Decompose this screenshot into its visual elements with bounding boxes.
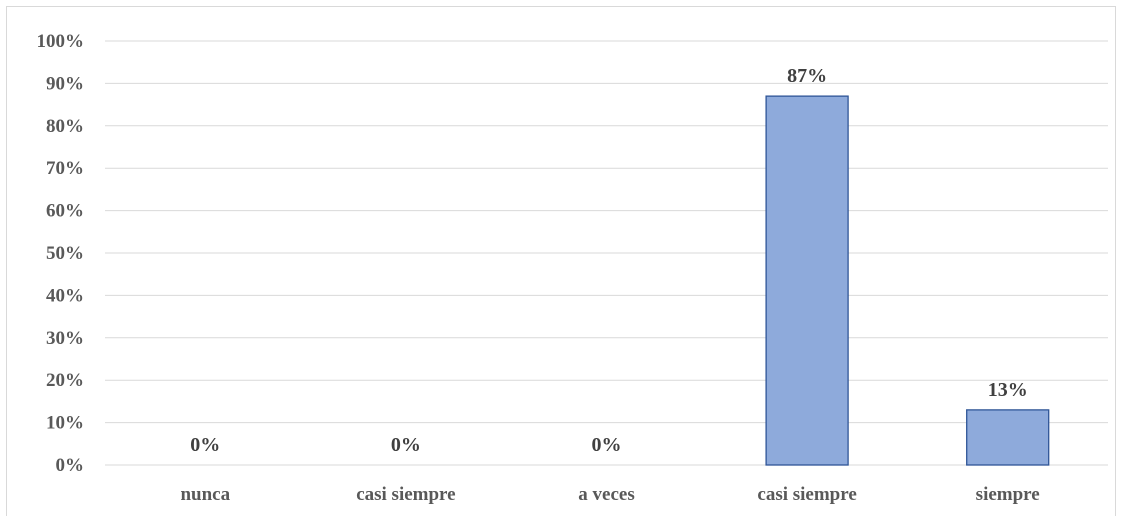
y-tick-label: 50% (46, 243, 84, 264)
data-labels: 0% 0% 0% 87% 13% (190, 65, 1027, 456)
data-label: 0% (391, 434, 421, 456)
data-label: 87% (787, 65, 827, 87)
data-label: 0% (592, 434, 622, 456)
chart-frame (6, 6, 1116, 516)
y-tick-label: 90% (46, 73, 84, 94)
bar (765, 95, 849, 466)
data-label: 13% (988, 379, 1028, 401)
y-tick-label: 40% (46, 285, 84, 306)
data-label: 0% (190, 434, 220, 456)
y-tick-label: 20% (46, 370, 84, 391)
bars (765, 95, 1050, 466)
x-category-label: nunca (180, 484, 230, 505)
y-tick-label: 100% (37, 31, 85, 52)
y-tick-label: 0% (56, 455, 85, 476)
y-axis-ticks: 0% 10% 20% 30% 40% 50% 60% 70% 80% 90% 100% (37, 31, 85, 476)
y-tick-label: 10% (46, 413, 84, 434)
x-category-label: siempre (976, 484, 1040, 505)
x-category-label: casi siempre (757, 484, 856, 505)
x-category-label: a veces (578, 484, 634, 505)
y-tick-label: 70% (46, 158, 84, 179)
y-tick-label: 80% (46, 116, 84, 137)
bar (966, 409, 1050, 466)
gridlines (105, 40, 1108, 466)
x-category-label: casi siempre (356, 484, 455, 505)
y-tick-label: 30% (46, 328, 84, 349)
y-tick-label: 60% (46, 201, 84, 222)
x-axis-categories: nunca casi siempre a veces casi siempre siem… (180, 484, 1039, 505)
